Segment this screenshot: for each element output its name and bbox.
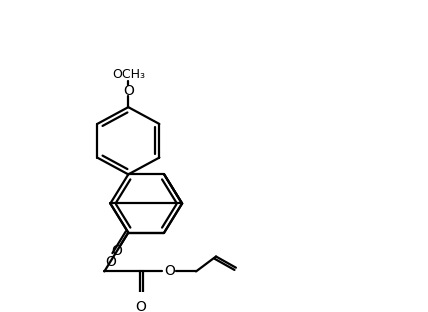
Text: O: O bbox=[165, 265, 175, 278]
Text: O: O bbox=[111, 244, 122, 258]
Text: OCH₃: OCH₃ bbox=[112, 68, 145, 81]
Text: O: O bbox=[105, 255, 116, 269]
Text: O: O bbox=[123, 84, 134, 98]
Text: O: O bbox=[135, 300, 146, 312]
